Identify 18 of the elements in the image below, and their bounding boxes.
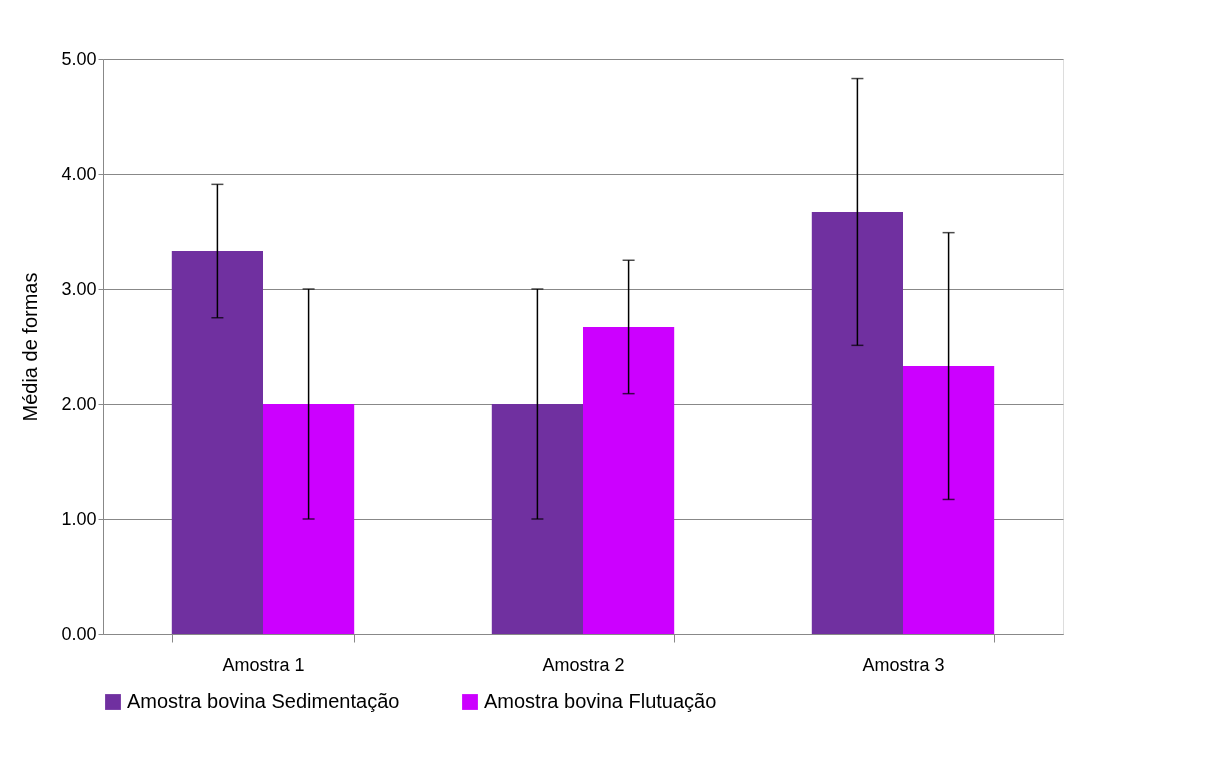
y-tick-label: 2.00 [61, 393, 97, 414]
y-tick-label: 3.00 [61, 278, 97, 299]
x-tick-label: Amostra 2 [542, 654, 625, 675]
y-tick-label: 1.00 [61, 508, 97, 529]
bar [263, 404, 355, 634]
y-tick-label: 4.00 [61, 163, 97, 184]
legend-label: Amostra bovina Sedimentação [127, 690, 400, 712]
bar [583, 326, 675, 634]
bar [491, 404, 583, 634]
bar [811, 211, 903, 634]
x-tick-label: Amostra 1 [222, 654, 305, 675]
bar [903, 366, 995, 634]
legend-label: Amostra bovina Flutuação [484, 690, 717, 712]
y-tick-label: 0.00 [61, 623, 97, 644]
bar [171, 251, 263, 634]
y-tick-label: 5.00 [61, 48, 97, 69]
x-tick-label: Amostra 3 [862, 654, 945, 675]
y-axis-title: Média de formas [19, 272, 42, 422]
